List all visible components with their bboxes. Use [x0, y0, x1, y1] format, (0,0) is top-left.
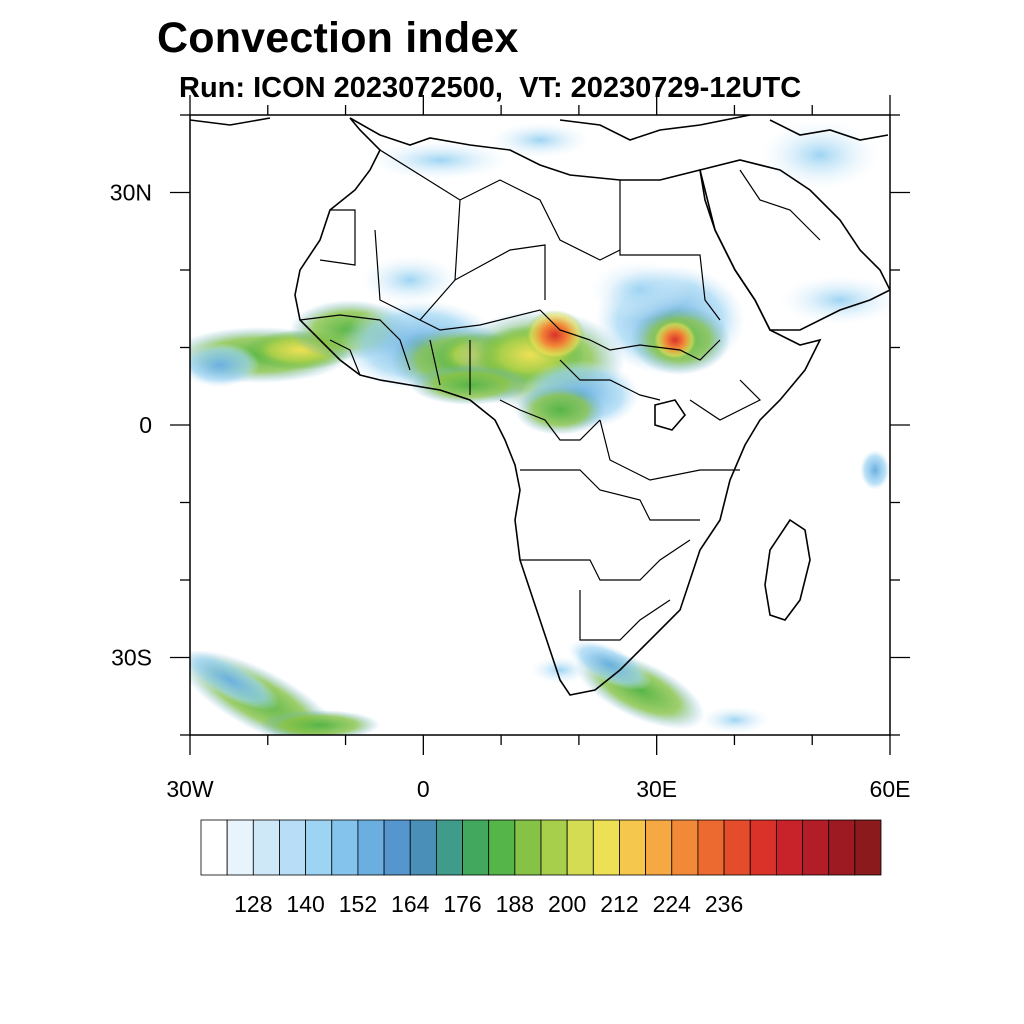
colorbar-swatch [592, 819, 620, 876]
map-title: Convection index [157, 14, 519, 62]
colorbar-tick-label: 140 [286, 891, 324, 917]
lat-tick-label: 0 [139, 412, 152, 438]
colorbar-tick-label: 176 [443, 891, 481, 917]
colorbar-swatch [619, 819, 647, 876]
lat-tick-label: 30N [110, 180, 152, 206]
colorbar-swatch [540, 819, 568, 876]
axis-ticks [170, 95, 910, 755]
colorbar-tick-label: 200 [548, 891, 586, 917]
colorbar-swatch [723, 819, 751, 876]
colorbar-swatch [305, 819, 333, 876]
colorbar-swatch [357, 819, 385, 876]
colorbar-swatch [462, 819, 490, 876]
country-borders [299, 149, 821, 641]
colorbar-swatch [749, 819, 777, 876]
colorbar-swatch [279, 819, 307, 876]
colorbar-swatch [331, 819, 359, 876]
lon-tick-label: 30W [166, 776, 214, 802]
colorbar-swatch [566, 819, 594, 876]
colorbar-swatch [200, 819, 228, 876]
colorbar [200, 819, 882, 876]
colorbar-tick-label: 212 [600, 891, 638, 917]
colorbar-swatch [802, 819, 830, 876]
colorbar-tick-label: 236 [705, 891, 743, 917]
map-subtitle: Run: ICON 2023072500, VT: 20230729-12UTC [179, 72, 802, 104]
colorbar-swatch [697, 819, 725, 876]
colorbar-tick-label: 164 [391, 891, 430, 917]
colorbar-tick-label: 152 [339, 891, 377, 917]
colorbar-tick-label: 224 [653, 891, 692, 917]
lon-labels: 30W 0 30E 60E [166, 776, 910, 802]
colorbar-swatch [383, 819, 411, 876]
lon-tick-label: 30E [636, 776, 677, 802]
colorbar-swatch [252, 819, 280, 876]
colorbar-swatch [775, 819, 803, 876]
colorbar-swatch [645, 819, 673, 876]
colorbar-swatch [409, 819, 437, 876]
colorbar-swatch [226, 819, 254, 876]
colorbar-swatch [435, 819, 463, 876]
coastlines [190, 115, 890, 696]
colorbar-swatch [514, 819, 542, 876]
colorbar-labels: 128 140 152 164 176 188 200 212 224 236 [234, 891, 743, 917]
lon-tick-label: 0 [417, 776, 430, 802]
colorbar-swatch [488, 819, 516, 876]
colorbar-swatch [854, 819, 882, 876]
colorbar-tick-label: 188 [496, 891, 534, 917]
lat-labels: 30N 0 30S [110, 180, 152, 671]
colorbar-swatch [671, 819, 699, 876]
convection-field [190, 120, 890, 735]
lat-tick-label: 30S [111, 645, 152, 671]
colorbar-tick-label: 128 [234, 891, 272, 917]
lon-tick-label: 60E [870, 776, 911, 802]
colorbar-swatch [828, 819, 856, 876]
